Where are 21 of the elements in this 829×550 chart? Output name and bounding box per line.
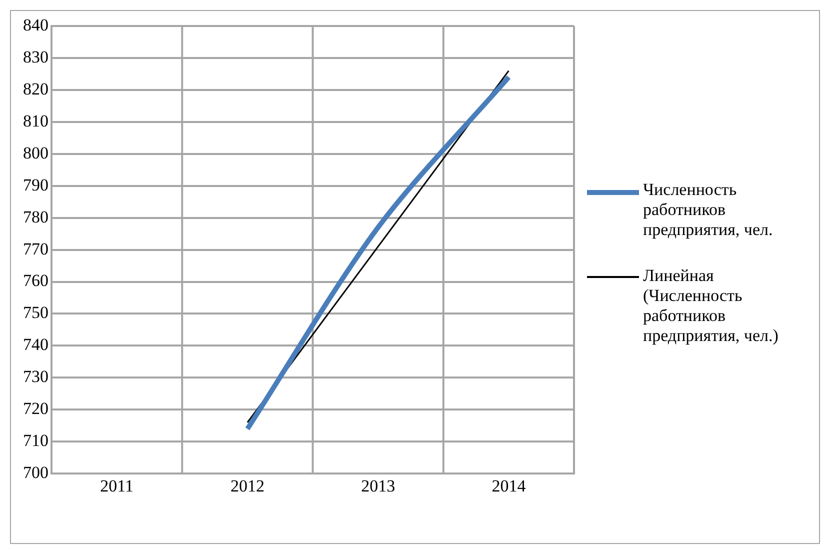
y-tick-label: 700 <box>23 463 48 482</box>
x-tick-label: 2012 <box>230 476 264 496</box>
y-tick-label: 830 <box>23 47 48 66</box>
y-tick-label: 840 <box>23 15 48 34</box>
y-tick-label: 750 <box>23 303 48 322</box>
y-tick-label: 790 <box>23 175 48 194</box>
legend-label: Линейная (Численность работников предприятия, чел.) <box>643 266 780 346</box>
legend-label: Численность работников предприятия, чел. <box>643 180 774 240</box>
y-tick-label: 800 <box>23 143 48 162</box>
y-tick-label: 710 <box>23 431 48 450</box>
y-tick-label: 740 <box>23 335 48 354</box>
x-tick-label: 2013 <box>361 476 396 496</box>
y-tick-label: 780 <box>23 207 48 226</box>
y-tick-label: 810 <box>23 111 48 130</box>
y-tick-label: 760 <box>23 271 48 290</box>
y-tick-label: 720 <box>23 399 48 418</box>
y-tick-label: 730 <box>23 367 48 386</box>
x-tick-label: 2011 <box>100 476 134 496</box>
y-tick-label: 770 <box>23 239 48 258</box>
x-tick-label: 2014 <box>492 476 526 496</box>
y-tick-label: 820 <box>23 79 48 98</box>
